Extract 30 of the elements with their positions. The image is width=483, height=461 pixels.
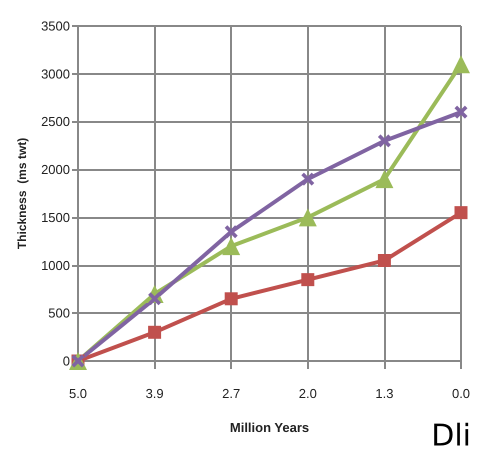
x-tick-label: 2.0 — [298, 386, 317, 401]
y-tick-label: 2500 — [41, 114, 70, 130]
point — [224, 225, 238, 238]
point — [301, 172, 314, 186]
y-tick-label: 1000 — [41, 258, 70, 273]
y-axis-title: Thickness (ms twt) — [15, 138, 29, 250]
x-tick-label: 5.0 — [68, 386, 88, 401]
text: Dli — [431, 418, 472, 454]
point — [222, 237, 240, 256]
point — [378, 254, 391, 267]
y-tick-label: 0 — [62, 354, 70, 368]
x-tick-label: 3.9 — [146, 386, 164, 401]
y-tick-label: 3000 — [41, 66, 70, 82]
y-tick-label: 1500 — [41, 210, 70, 225]
point — [454, 206, 468, 220]
point — [224, 292, 238, 306]
x-tick-label: 2.7 — [222, 386, 240, 401]
point — [452, 55, 470, 74]
point — [148, 326, 162, 339]
point — [298, 208, 317, 226]
y-tick-label: 500 — [48, 306, 70, 321]
y-tick-label: 2000 — [41, 162, 70, 178]
point — [378, 134, 391, 148]
point — [454, 106, 468, 119]
point — [301, 273, 314, 286]
x-tick-label: 0.0 — [452, 386, 470, 401]
point — [375, 170, 394, 188]
y-tick-label: 3500 — [41, 18, 70, 34]
x-tick-label: 1.3 — [375, 386, 394, 401]
x-axis-title: Million Years — [230, 420, 310, 435]
